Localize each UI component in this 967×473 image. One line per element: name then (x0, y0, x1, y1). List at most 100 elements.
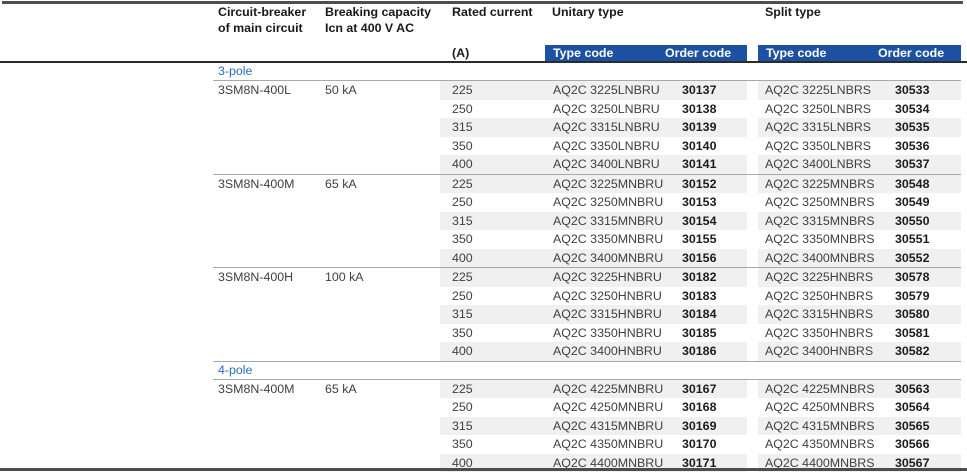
top-divider (2, 1, 963, 4)
rated-current-cell: 225 (440, 268, 545, 287)
breaker-model-cell: 3SM8N-400M (218, 381, 295, 396)
unitary-order-code-cell: 30154 (665, 211, 747, 230)
rated-current-cell: 350 (452, 325, 473, 340)
rated-current-cell: 400 (440, 155, 545, 174)
unitary-type-code-cell: AQ2C 4250MNBRU (553, 400, 664, 414)
column-header-rated-current: Rated current (452, 5, 533, 19)
table-header-row: Circuit-breaker of main circuit Breaking… (0, 4, 967, 40)
column-gap (747, 155, 758, 174)
column-gap (747, 118, 758, 137)
breaker-group-rows: 225 AQ2C 3225HNBRU 30182 AQ2C 3225HNBRS … (440, 268, 961, 361)
breaker-group: 3SM8N-400L 50 kA 225 AQ2C 3225LNBRU 3013… (213, 81, 961, 174)
unitary-type-code-cell: AQ2C 3350HNBRU (553, 325, 662, 340)
table-row: 350 AQ2C 3350LNBRU 30140 AQ2C 3350LNBRS … (440, 137, 961, 156)
bottom-divider (0, 468, 967, 471)
unitary-type-code-cell: AQ2C 3225MNBRU (545, 174, 665, 193)
unitary-order-code-cell: 30182 (665, 268, 747, 287)
rated-current-cell: 250 (452, 195, 473, 209)
table-row: 315 AQ2C 3315LNBRU 30139 AQ2C 3315LNBRS … (440, 118, 961, 137)
unitary-type-code-cell: AQ2C 4400MNBRU (545, 453, 665, 472)
split-type-code-cell: AQ2C 3350LNBRS (765, 138, 872, 153)
unitary-type-code-cell: AQ2C 4350MNBRU (553, 437, 664, 451)
pole-section-label: 4-pole (213, 362, 961, 380)
column-header-ampere-unit: (A) (452, 46, 470, 60)
breaker-group-rows: 225 AQ2C 4225MNBRU 30167 AQ2C 4225MNBRS … (440, 379, 961, 472)
column-header-breaker: Circuit-breaker of main circuit (218, 5, 307, 35)
split-code-band: Type code Order code (758, 45, 961, 61)
breaker-group: 3SM8N-400M 65 kA 225 AQ2C 4225MNBRU 3016… (213, 379, 961, 472)
split-order-code-cell: 30533 (878, 81, 961, 100)
split-order-code-cell: 30565 (878, 416, 961, 435)
unitary-type-code-cell: AQ2C 4315MNBRU (545, 416, 665, 435)
unitary-order-code-cell: 30138 (682, 101, 717, 116)
column-gap (747, 342, 758, 361)
column-gap (747, 287, 758, 306)
split-type-code-cell: AQ2C 4400MNBRS (758, 453, 878, 472)
rated-current-cell: 400 (440, 453, 545, 472)
split-type-code-cell: AQ2C 4350MNBRS (765, 437, 875, 451)
rated-current-cell: 250 (452, 288, 473, 303)
breaking-capacity-cell: 50 kA (325, 83, 357, 97)
rated-current-cell: 225 (440, 379, 545, 398)
column-gap (747, 435, 758, 454)
split-type-code-cell: AQ2C 3400HNBRS (758, 342, 878, 361)
breaker-group-rows: 225 AQ2C 3225LNBRU 30137 AQ2C 3225LNBRS … (440, 81, 961, 174)
left-gutter (0, 4, 218, 40)
unitary-order-code-cell: 30186 (665, 342, 747, 361)
rated-current-cell: 225 (440, 81, 545, 100)
split-type-code-cell: AQ2C 3250LNBRS (765, 101, 872, 116)
split-type-code-cell: AQ2C 3315LNBRS (758, 118, 878, 137)
pole-section: 4-pole 3SM8N-400M 65 kA 225 AQ2C 4225MNB… (213, 360, 961, 472)
unitary-type-code-header: Type code (553, 46, 614, 60)
rated-current-cell: 350 (452, 232, 473, 246)
unitary-order-code-cell: 30184 (665, 305, 747, 324)
split-order-code-cell: 30578 (878, 268, 961, 287)
rated-current-cell: 225 (440, 174, 545, 193)
unitary-order-code-cell: 30152 (665, 174, 747, 193)
breaker-model-cell: 3SM8N-400L (218, 83, 292, 97)
column-header-capacity: Breaking capacity Icn at 400 V AC (325, 5, 432, 35)
column-gap (747, 305, 758, 324)
breaker-model-cell: 3SM8N-400M (218, 176, 295, 191)
column-gap (747, 100, 758, 119)
unitary-order-code-cell: 30171 (665, 453, 747, 472)
unitary-order-code-cell: 30169 (665, 416, 747, 435)
table-row: 400 AQ2C 3400MNBRU 30156 AQ2C 3400MNBRS … (440, 248, 961, 267)
split-order-code-cell: 30551 (895, 232, 930, 246)
table-row: 400 AQ2C 3400LNBRU 30141 AQ2C 3400LNBRS … (440, 155, 961, 174)
pole-section-label: 3-pole (213, 63, 961, 81)
split-order-code-cell: 30563 (878, 379, 961, 398)
split-order-code-cell: 30579 (895, 288, 930, 303)
breaker-model-cell: 3SM8N-400H (218, 270, 294, 284)
split-type-code-cell: AQ2C 3250HNBRS (765, 288, 874, 303)
split-type-code-cell: AQ2C 3225HNBRS (758, 268, 878, 287)
split-type-code-cell: AQ2C 3315MNBRS (758, 211, 878, 230)
split-order-code-cell: 30534 (895, 101, 930, 116)
breaker-group: 3SM8N-400H 100 kA 225 AQ2C 3225HNBRU 301… (213, 267, 961, 361)
unitary-type-code-cell: AQ2C 3250LNBRU (553, 101, 660, 116)
column-gap (747, 398, 758, 417)
breaker-group: 3SM8N-400M 65 kA 225 AQ2C 3225MNBRU 3015… (213, 173, 961, 267)
unitary-type-code-cell: AQ2C 3315HNBRU (545, 305, 665, 324)
breaking-capacity-cell: 65 kA (325, 176, 357, 191)
column-gap (747, 268, 758, 287)
column-gap (747, 81, 758, 100)
split-type-code-cell: AQ2C 3250MNBRS (765, 195, 875, 209)
unitary-type-code-cell: AQ2C 4225MNBRU (545, 379, 665, 398)
unitary-order-code-cell: 30185 (682, 325, 717, 340)
unitary-order-code-cell: 30141 (665, 155, 747, 174)
unitary-order-code-cell: 30140 (682, 138, 717, 153)
unitary-type-code-cell: AQ2C 3400MNBRU (545, 248, 665, 267)
table-row: 315 AQ2C 3315HNBRU 30184 AQ2C 3315HNBRS … (440, 305, 961, 324)
rated-current-cell: 315 (440, 118, 545, 137)
table-body: 3-pole 3SM8N-400L 50 kA 225 AQ2C 3225LNB… (0, 63, 967, 472)
column-gap (747, 380, 758, 399)
unitary-type-code-cell: AQ2C 3225HNBRU (545, 268, 665, 287)
unitary-order-code-cell: 30170 (682, 437, 717, 451)
split-type-code-cell: AQ2C 3315HNBRS (758, 305, 878, 324)
table-row: 250 AQ2C 3250HNBRU 30183 AQ2C 3250HNBRS … (440, 287, 961, 306)
table-row: 250 AQ2C 3250MNBRU 30153 AQ2C 3250MNBRS … (440, 193, 961, 212)
unitary-order-code-cell: 30137 (665, 81, 747, 100)
unitary-type-code-cell: AQ2C 3250MNBRU (553, 195, 664, 209)
